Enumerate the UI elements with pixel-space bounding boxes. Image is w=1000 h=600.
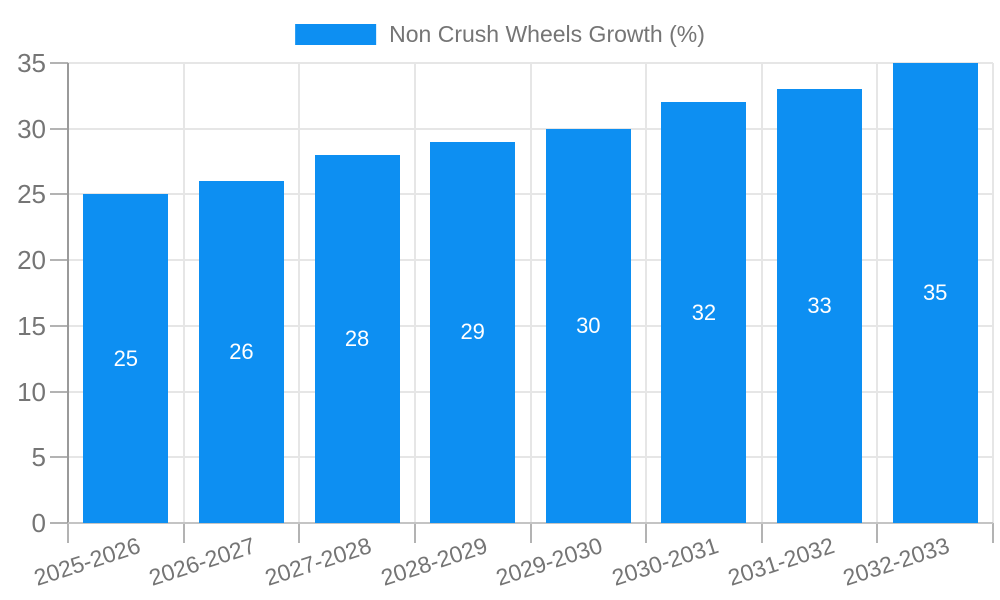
x-tick-label: 2027-2028: [261, 532, 375, 591]
x-gridline: [529, 63, 532, 523]
x-axis-tick: [760, 523, 763, 543]
x-tick-label: 2029-2030: [493, 532, 606, 591]
x-gridline: [645, 63, 648, 523]
x-axis-tick: [645, 523, 648, 543]
x-axis-tick: [298, 523, 301, 543]
y-axis-tick: [50, 522, 68, 524]
bar[interactable]: 30: [545, 128, 631, 523]
x-tick-label: 2028-2029: [377, 532, 491, 591]
x-gridline: [876, 63, 879, 523]
x-gridline: [182, 63, 185, 523]
bar[interactable]: 35: [892, 63, 978, 523]
x-gridline: [298, 63, 301, 523]
x-axis-tick: [67, 523, 69, 543]
y-axis-tick: [50, 324, 68, 327]
bar[interactable]: 28: [314, 155, 400, 523]
x-axis-tick: [876, 523, 879, 543]
y-tick-label: 5: [31, 442, 46, 473]
y-axis-tick: [50, 62, 68, 64]
y-tick-label: 35: [17, 48, 46, 78]
bar[interactable]: 26: [198, 181, 284, 523]
bar-value-label: 32: [691, 299, 717, 325]
y-tick-label: 0: [31, 508, 46, 538]
y-axis-tick: [50, 259, 68, 262]
x-gridline: [760, 63, 763, 523]
bar-value-label: 28: [344, 326, 370, 351]
x-axis-tick: [182, 523, 185, 543]
y-axis-tick: [50, 390, 68, 393]
x-gridline: [992, 63, 994, 523]
legend[interactable]: Non Crush Wheels Growth (%): [295, 21, 705, 48]
bar[interactable]: 25: [83, 194, 169, 523]
y-tick-label: 10: [17, 376, 46, 407]
bar-value-label: 33: [807, 293, 832, 319]
x-tick-label: 2030-2031: [608, 532, 722, 591]
x-axis-tick: [413, 523, 416, 543]
y-axis-tick: [50, 456, 68, 459]
bar[interactable]: 29: [430, 141, 516, 523]
x-gridline: [413, 63, 416, 523]
y-tick-label: 20: [17, 245, 46, 276]
x-tick-label: 2026-2027: [146, 532, 259, 591]
x-tick-label: 2025-2026: [30, 532, 144, 591]
x-tick-label: 2032-2033: [839, 532, 953, 591]
bar[interactable]: 32: [661, 102, 747, 523]
y-axis-line: [67, 63, 69, 523]
x-axis-tick: [992, 523, 994, 543]
bar-value-label: 25: [113, 345, 139, 371]
y-axis-tick: [50, 193, 68, 196]
y-axis-tick: [50, 127, 68, 130]
bar-value-label: 30: [576, 312, 601, 338]
y-tick-label: 15: [17, 310, 46, 341]
legend-swatch-icon: [295, 24, 377, 45]
x-axis-line: [68, 522, 993, 524]
x-tick-label: 2031-2032: [724, 532, 837, 591]
y-tick-label: 30: [17, 113, 46, 144]
bar-value-label: 35: [922, 280, 948, 305]
y-tick-label: 25: [17, 179, 46, 210]
bar-value-label: 29: [460, 319, 485, 345]
legend-label: Non Crush Wheels Growth (%): [389, 21, 705, 47]
x-axis-tick: [529, 523, 532, 543]
bar-value-label: 26: [229, 339, 254, 365]
bar[interactable]: 33: [777, 89, 863, 523]
